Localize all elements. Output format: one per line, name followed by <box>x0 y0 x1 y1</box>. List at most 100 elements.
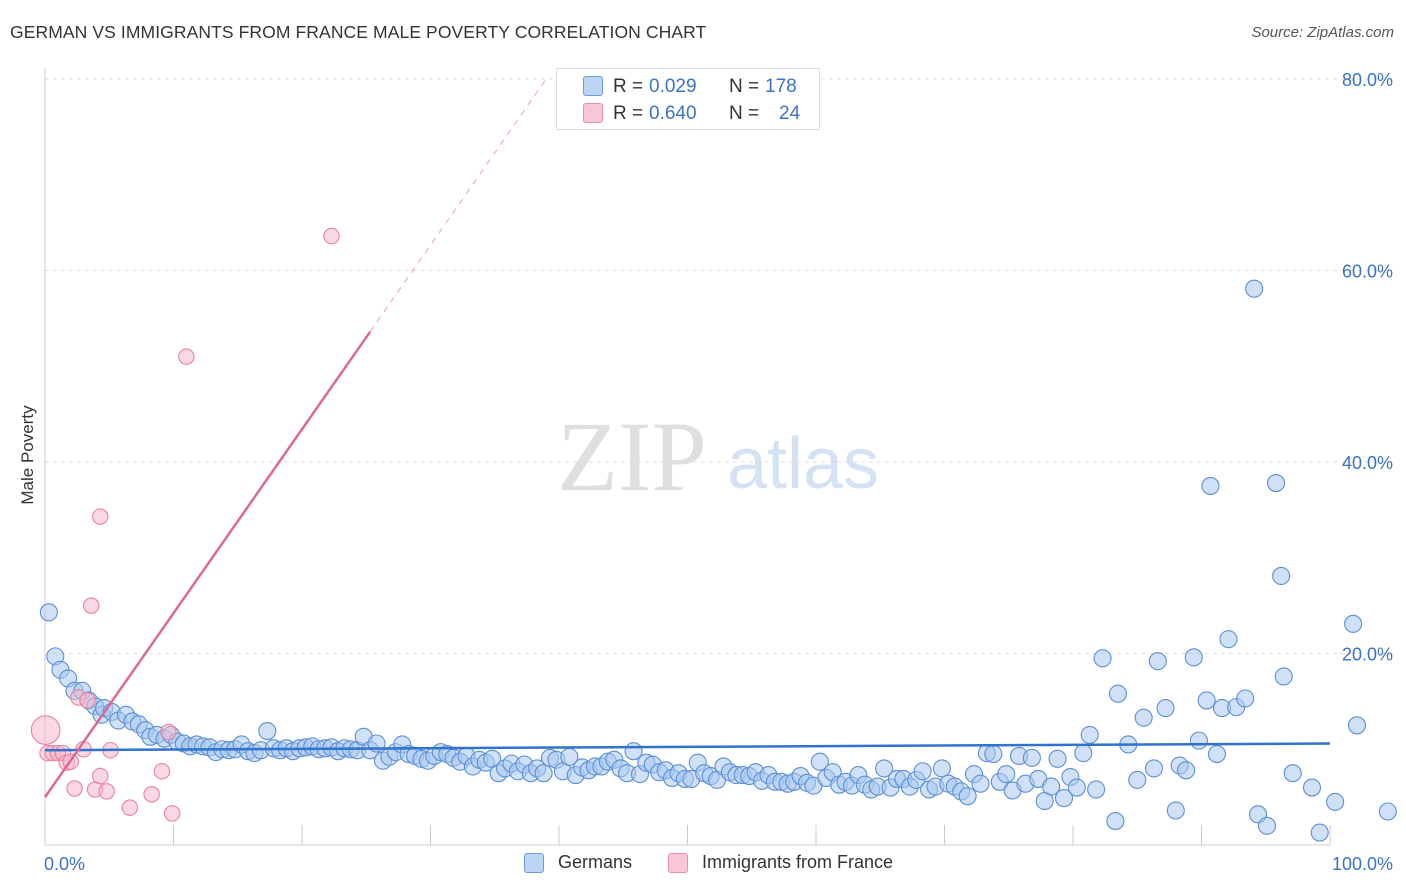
gridlines <box>45 78 1392 654</box>
r-value: 0.029 <box>649 76 697 97</box>
axes <box>44 68 1331 846</box>
german-point <box>1266 474 1286 493</box>
n-value: 178 <box>765 76 797 97</box>
legend-swatch-pink <box>668 852 688 873</box>
german-point <box>1144 759 1164 778</box>
france-point <box>83 597 100 614</box>
france-point <box>66 780 83 797</box>
german-trendline <box>44 742 1331 752</box>
legend-swatch-pink <box>583 103 603 123</box>
n-label: N = <box>729 76 760 97</box>
german-point <box>810 752 829 771</box>
france-point <box>143 786 160 803</box>
france-points <box>30 227 340 822</box>
german-point <box>39 603 58 622</box>
german-point <box>1272 566 1291 585</box>
german-point <box>1048 749 1067 768</box>
x-tick-label-min: 0.0% <box>44 854 85 874</box>
n-label: N = <box>729 103 760 124</box>
german-point <box>1245 279 1264 298</box>
france-point <box>153 763 171 780</box>
german-point <box>1128 770 1147 789</box>
german-point <box>984 744 1003 764</box>
france-point <box>92 767 109 785</box>
german-points <box>39 279 1397 842</box>
german-point <box>997 765 1016 784</box>
german-point <box>1134 708 1153 727</box>
france-trendline-extension <box>369 78 547 333</box>
german-point <box>1106 812 1125 831</box>
german-point <box>875 759 894 778</box>
german-point <box>1087 780 1106 799</box>
france-point <box>92 508 109 525</box>
legend-swatch-blue <box>524 852 544 873</box>
german-point <box>1042 777 1061 796</box>
watermark-atlas: atlas <box>727 424 879 504</box>
german-point <box>1283 764 1302 783</box>
france-point <box>163 805 181 822</box>
y-axis-label: Male Poverty <box>18 405 37 505</box>
german-point <box>1326 792 1345 811</box>
german-point <box>1184 648 1203 667</box>
german-point <box>958 787 977 806</box>
german-point <box>1197 691 1216 710</box>
france-point <box>178 348 195 365</box>
tick-labels: 20.0% 40.0% 60.0% 80.0% 0.0% 100.0% <box>44 70 1393 874</box>
german-point <box>1108 684 1128 703</box>
german-point <box>1257 816 1277 835</box>
france-point <box>79 692 96 709</box>
german-point <box>932 759 951 778</box>
german-point <box>1347 716 1367 735</box>
german-point <box>1236 689 1255 708</box>
y-tick-label: 20.0% <box>1342 645 1393 665</box>
german-point <box>1148 652 1167 671</box>
legend-label-germans: Germans <box>558 852 633 872</box>
german-point <box>1074 744 1093 763</box>
german-point <box>1344 614 1363 633</box>
r-value: 0.640 <box>649 103 697 124</box>
trendlines <box>43 78 1331 798</box>
series-legend: Germans Immigrants from France <box>0 852 1406 878</box>
r-label: R = <box>613 103 644 124</box>
german-point <box>534 764 553 783</box>
chart-title: GERMAN VS IMMIGRANTS FROM FRANCE MALE PO… <box>10 22 707 42</box>
german-point <box>1093 649 1112 668</box>
german-point <box>1166 801 1185 820</box>
legend-swatch-blue <box>583 76 603 96</box>
german-point <box>258 722 277 741</box>
x-tick-label-max: 100.0% <box>1332 854 1393 874</box>
france-point <box>160 723 177 741</box>
watermark-zip: ZIP <box>557 401 707 512</box>
german-point <box>1302 778 1322 797</box>
german-point <box>971 774 990 793</box>
source-credit: Source: ZipAtlas.com <box>1251 24 1394 41</box>
legend-label-france: Immigrants from France <box>702 852 894 872</box>
german-point <box>1207 744 1226 764</box>
german-point <box>1201 476 1220 495</box>
german-point <box>1156 699 1175 718</box>
german-point <box>1378 802 1397 821</box>
german-point <box>1177 761 1196 780</box>
france-point <box>98 783 115 800</box>
german-point <box>1080 725 1099 744</box>
y-tick-label: 60.0% <box>1342 262 1393 282</box>
german-point <box>1219 630 1238 649</box>
r-label: R = <box>613 76 644 97</box>
legend-item-germans[interactable]: Germans <box>524 852 632 873</box>
legend-item-france[interactable]: Immigrants from France <box>668 852 893 873</box>
german-point <box>1274 667 1293 686</box>
watermark: ZIP atlas <box>557 401 879 512</box>
german-point <box>1054 789 1074 808</box>
correlation-legend: R = 0.029 N = 178 R = 0.640 N = 24 <box>556 68 820 130</box>
france-trendline <box>43 331 372 798</box>
france-point <box>323 227 340 245</box>
france-point <box>30 715 61 745</box>
france-point <box>121 799 139 816</box>
german-point <box>1310 823 1329 842</box>
german-point <box>1189 731 1208 750</box>
y-tick-label: 80.0% <box>1342 70 1393 90</box>
n-value: 24 <box>779 103 801 124</box>
german-point <box>1022 748 1041 767</box>
y-tick-label: 40.0% <box>1342 453 1393 473</box>
